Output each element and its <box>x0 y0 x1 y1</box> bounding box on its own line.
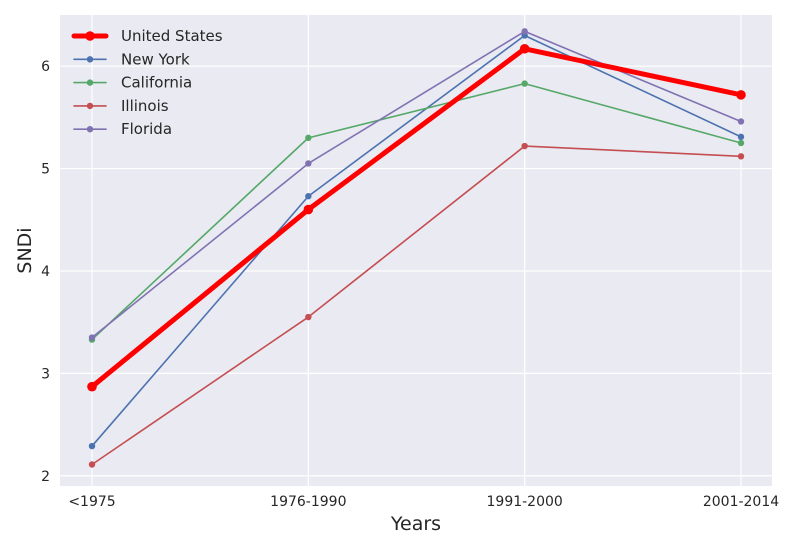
x-tick-label: 2001-2014 <box>703 494 779 510</box>
legend-label: Illinois <box>121 97 169 115</box>
legend-item-florida: Florida <box>73 120 172 138</box>
series-line-illinois <box>91 145 742 466</box>
legend-marker <box>86 126 94 133</box>
legend-marker <box>85 31 95 41</box>
series-line-new-york <box>91 34 742 447</box>
data-point-united-states <box>736 90 746 100</box>
data-point-california <box>521 80 528 87</box>
data-point-illinois <box>521 142 528 150</box>
x-tick-labels: <1975 1976-1990 1991-2000 2001-2014 <box>68 494 779 510</box>
data-point-new-york <box>88 442 96 450</box>
data-point-new-york <box>737 133 745 141</box>
data-point-new-york <box>305 193 312 200</box>
x-tick-label: 1976-1990 <box>270 494 346 510</box>
y-tick-label: 3 <box>41 366 50 382</box>
legend-item-california: California <box>73 74 192 92</box>
data-point-illinois <box>737 153 745 160</box>
y-tick-label: 5 <box>41 162 50 178</box>
data-point-united-states <box>519 43 530 54</box>
data-point-illinois <box>88 461 96 468</box>
legend-label: California <box>121 74 192 92</box>
legend: United States New York California Illinois F… <box>71 27 223 138</box>
x-tick-label: <1975 <box>68 494 115 510</box>
y-tick-label: 4 <box>41 264 50 280</box>
series-illinois <box>88 142 745 468</box>
data-point-florida <box>88 334 96 341</box>
y-tick-label: 2 <box>41 469 50 485</box>
legend-label: Florida <box>121 120 172 138</box>
y-tick-label: 6 <box>41 59 50 75</box>
legend-item-new-york: New York <box>73 50 190 68</box>
y-tick-labels: 2 3 4 5 6 <box>41 59 50 485</box>
legend-marker <box>86 102 94 110</box>
series-line-united-states <box>89 46 744 390</box>
data-point-florida <box>737 118 745 125</box>
legend-item-illinois: Illinois <box>73 97 169 115</box>
y-axis-title: SNDi <box>14 227 36 273</box>
plot-area <box>60 15 772 486</box>
series-line-california <box>91 82 742 341</box>
series-layer <box>87 28 746 468</box>
legend-marker <box>86 56 94 63</box>
legend-label: New York <box>121 50 190 68</box>
legend-marker <box>86 79 94 86</box>
data-point-california <box>737 139 745 147</box>
series-line-florida <box>91 30 742 339</box>
data-point-illinois <box>305 313 312 321</box>
data-point-california <box>305 134 312 142</box>
legend-label: United States <box>121 27 223 45</box>
data-point-united-states <box>303 204 314 215</box>
data-point-florida <box>305 160 312 167</box>
data-point-united-states <box>87 381 97 392</box>
data-point-florida <box>521 28 528 35</box>
x-axis-title: Years <box>390 513 441 535</box>
legend-item-united-states: United States <box>71 27 223 45</box>
series-florida <box>88 28 745 341</box>
series-new-york <box>88 32 745 450</box>
x-tick-label: 1991-2000 <box>487 494 563 510</box>
series-united-states <box>87 43 746 392</box>
